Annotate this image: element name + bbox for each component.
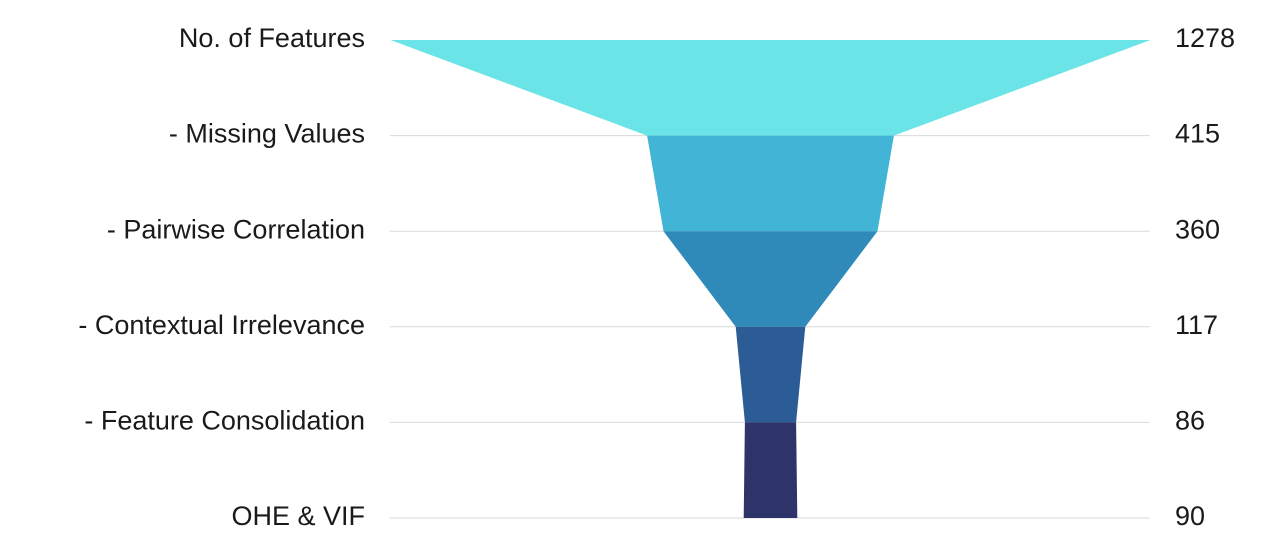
stage-label: OHE & VIF: [231, 501, 365, 531]
value-label: 360: [1175, 214, 1220, 244]
funnel-band: [647, 135, 894, 232]
stage-labels: No. of Features - Missing Values - Pairwis…: [78, 23, 365, 531]
stage-label: - Pairwise Correlation: [107, 214, 365, 244]
funnel-bands: [390, 40, 1151, 518]
funnel-band: [390, 40, 1151, 136]
funnel-band: [735, 326, 806, 423]
stage-label: - Contextual Irrelevance: [78, 310, 365, 340]
value-label: 117: [1175, 310, 1218, 340]
stage-label: - Missing Values: [169, 119, 365, 149]
value-label: 415: [1175, 119, 1220, 149]
stage-label: - Feature Consolidation: [84, 406, 365, 436]
value-label: 90: [1175, 501, 1205, 531]
value-label: 86: [1175, 406, 1205, 436]
funnel-band: [743, 422, 798, 518]
value-labels: 1278 415 360 117 86 90: [1175, 23, 1235, 531]
funnel-band: [663, 231, 878, 327]
value-label: 1278: [1175, 23, 1235, 53]
stage-label: No. of Features: [179, 23, 365, 53]
